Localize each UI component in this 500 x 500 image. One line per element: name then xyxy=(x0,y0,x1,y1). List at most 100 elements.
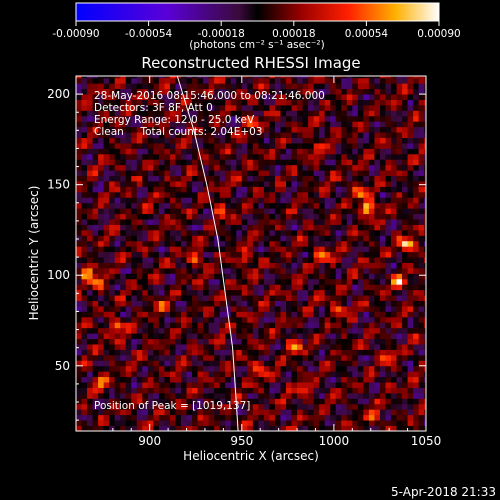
heatmap-pixel xyxy=(158,76,165,79)
heatmap-pixel xyxy=(153,300,160,307)
heatmap-pixel xyxy=(125,382,132,388)
heatmap-pixel xyxy=(341,251,348,258)
heatmap-pixel xyxy=(402,376,408,383)
heatmap-pixel xyxy=(368,132,375,138)
heatmap-pixel xyxy=(125,153,132,160)
heatmap-pixel xyxy=(92,235,99,242)
heatmap-pixel xyxy=(291,170,298,177)
heatmap-pixel xyxy=(308,170,315,177)
heatmap-pixel xyxy=(147,333,154,340)
heatmap-pixel xyxy=(402,403,408,410)
heatmap-pixel xyxy=(164,186,171,193)
heatmap-pixel xyxy=(263,175,270,182)
heatmap-pixel xyxy=(147,110,154,117)
heatmap-pixel xyxy=(308,208,315,215)
heatmap-pixel xyxy=(396,262,403,269)
heatmap-pixel xyxy=(230,273,237,280)
heatmap-pixel xyxy=(98,398,105,405)
heatmap-pixel xyxy=(396,327,403,334)
heatmap-pixel xyxy=(308,306,315,312)
heatmap-pixel xyxy=(363,300,370,307)
heatmap-pixel xyxy=(352,137,359,144)
heatmap-pixel xyxy=(280,289,287,296)
heatmap-pixel xyxy=(153,94,160,100)
heatmap-pixel xyxy=(186,235,193,242)
heatmap-pixel xyxy=(346,365,353,372)
heatmap-pixel xyxy=(192,365,198,372)
heatmap-pixel xyxy=(214,83,221,90)
heatmap-pixel xyxy=(192,246,198,253)
heatmap-pixel xyxy=(258,99,265,106)
heatmap-pixel xyxy=(286,414,292,421)
heatmap-pixel xyxy=(181,392,187,399)
heatmap-pixel xyxy=(269,76,276,79)
heatmap-pixel xyxy=(263,382,270,388)
heatmap-pixel xyxy=(308,202,315,209)
heatmap-pixel xyxy=(280,208,287,215)
heatmap-pixel xyxy=(87,420,93,426)
heatmap-pixel xyxy=(76,208,82,215)
heatmap-pixel xyxy=(341,376,348,383)
heatmap-pixel xyxy=(252,164,259,171)
heatmap-pixel xyxy=(169,115,176,122)
heatmap-pixel xyxy=(236,316,243,323)
heatmap-pixel xyxy=(175,398,182,405)
heatmap-pixel xyxy=(297,219,303,225)
heatmap-pixel xyxy=(413,376,420,383)
heatmap-pixel xyxy=(142,382,149,388)
heatmap-pixel xyxy=(219,409,226,416)
heatmap-pixel xyxy=(241,354,248,361)
heatmap-pixel xyxy=(407,327,414,334)
heatmap-pixel xyxy=(413,246,420,253)
heatmap-pixel xyxy=(407,170,414,177)
heatmap-pixel xyxy=(247,409,254,416)
heatmap-pixel xyxy=(330,262,337,269)
heatmap-pixel xyxy=(236,333,243,340)
heatmap-pixel xyxy=(385,382,392,388)
heatmap-pixel xyxy=(385,246,392,253)
heatmap-pixel xyxy=(142,159,149,166)
heatmap-pixel xyxy=(402,349,408,356)
heatmap-pixel xyxy=(252,191,259,198)
heatmap-pixel xyxy=(402,414,408,421)
heatmap-pixel xyxy=(368,262,375,269)
heatmap-pixel xyxy=(158,316,165,323)
heatmap-pixel xyxy=(131,121,138,128)
heatmap-pixel xyxy=(407,284,414,291)
heatmap-pixel xyxy=(109,251,116,258)
heatmap-pixel xyxy=(402,110,408,117)
heatmap-pixel xyxy=(280,121,287,128)
heatmap-pixel xyxy=(291,121,298,128)
heatmap-pixel xyxy=(219,257,226,263)
heatmap-pixel xyxy=(87,344,93,350)
heatmap-pixel xyxy=(396,387,403,394)
heatmap-pixel xyxy=(346,164,353,171)
heatmap-pixel xyxy=(214,246,221,253)
heatmap-pixel xyxy=(81,251,88,258)
heatmap-pixel xyxy=(236,110,243,117)
heatmap-pixel xyxy=(324,327,331,334)
heatmap-pixel xyxy=(379,333,386,340)
heatmap-pixel xyxy=(352,191,359,198)
heatmap-pixel xyxy=(147,403,154,410)
heatmap-pixel xyxy=(169,94,176,100)
heatmap-pixel xyxy=(214,420,221,426)
heatmap-pixel xyxy=(346,240,353,247)
heatmap-pixel xyxy=(385,99,392,106)
heatmap-pixel xyxy=(236,327,243,334)
heatmap-pixel xyxy=(103,99,110,106)
annotation-line-time: 28-May-2016 08:15:46.000 to 08:21:46.000 xyxy=(94,90,325,102)
heatmap-pixel xyxy=(407,224,414,231)
heatmap-pixel xyxy=(203,306,210,312)
heatmap-pixel xyxy=(192,115,198,122)
heatmap-pixel xyxy=(374,76,381,79)
heatmap-pixel xyxy=(313,289,320,296)
heatmap-pixel xyxy=(208,235,215,242)
heatmap-pixel xyxy=(335,110,342,117)
heatmap-pixel xyxy=(302,170,309,177)
heatmap-pixel xyxy=(131,354,138,361)
heatmap-pixel xyxy=(391,360,397,367)
heatmap-pixel xyxy=(136,197,143,204)
heatmap-pixel xyxy=(164,137,171,144)
heatmap-pixel xyxy=(313,186,320,193)
